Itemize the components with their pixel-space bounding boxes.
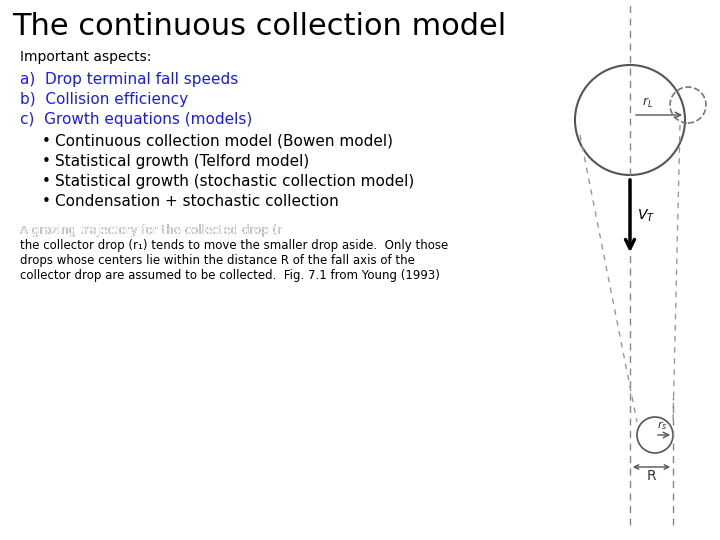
Text: Statistical growth (Telford model): Statistical growth (Telford model): [55, 154, 310, 169]
Text: $V_T$: $V_T$: [637, 208, 655, 224]
Text: •: •: [42, 174, 51, 189]
Text: $r_L$: $r_L$: [642, 96, 654, 110]
Text: Continuous collection model (Bowen model): Continuous collection model (Bowen model…: [55, 134, 393, 149]
Text: The continuous collection model: The continuous collection model: [12, 12, 506, 41]
Text: A grazing trajectory for the collected drop (r: A grazing trajectory for the collected d…: [20, 224, 282, 237]
Text: c)  Growth equations (models): c) Growth equations (models): [20, 112, 252, 127]
Text: R: R: [647, 469, 657, 483]
Text: a)  Drop terminal fall speeds: a) Drop terminal fall speeds: [20, 72, 238, 87]
Text: •: •: [42, 134, 51, 149]
Text: Condensation + stochastic collection: Condensation + stochastic collection: [55, 194, 338, 209]
Text: •: •: [42, 194, 51, 209]
Text: b)  Collision efficiency: b) Collision efficiency: [20, 92, 188, 107]
Text: Statistical growth (stochastic collection model): Statistical growth (stochastic collectio…: [55, 174, 414, 189]
Text: collector drop are assumed to be collected.  Fig. 7.1 from Young (1993): collector drop are assumed to be collect…: [20, 269, 440, 282]
Text: Important aspects:: Important aspects:: [20, 50, 151, 64]
Text: $r_s$: $r_s$: [657, 419, 667, 432]
Text: •: •: [42, 154, 51, 169]
Text: drops whose centers lie within the distance R of the fall axis of the: drops whose centers lie within the dista…: [20, 254, 415, 267]
Text: the collector drop (r₁) tends to move the smaller drop aside.  Only those: the collector drop (r₁) tends to move th…: [20, 239, 449, 252]
Text: A grazing trajectory for the collected drop (r: A grazing trajectory for the collected d…: [20, 224, 282, 237]
